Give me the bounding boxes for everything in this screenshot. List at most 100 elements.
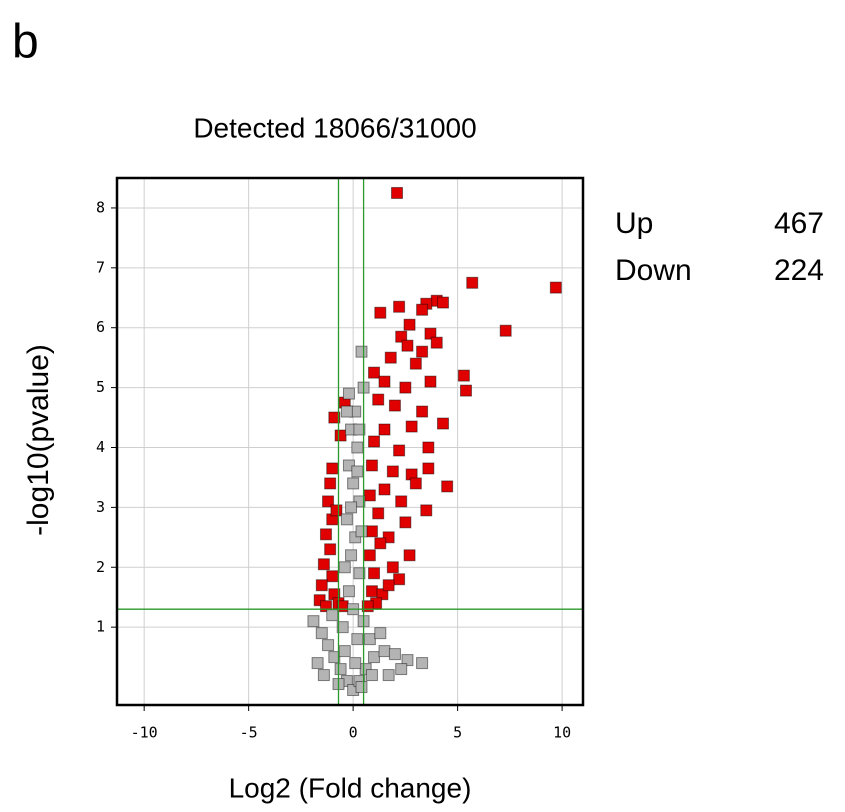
data-point [382,579,395,592]
data-point [319,600,332,613]
x-tick-label: 10 [553,724,571,742]
data-point [328,411,341,424]
data-point [378,423,391,436]
data-point [499,324,512,337]
data-point [549,281,562,294]
y-tick-label: 8 [96,198,105,216]
data-point [401,339,414,352]
chart-title: Detected 18066/31000 [193,112,476,143]
data-point [416,303,429,316]
data-point [326,462,339,475]
plot-frame [115,176,585,707]
data-point [334,663,347,676]
data-point [342,585,355,598]
data-point [340,405,353,418]
data-point [351,441,364,454]
data-point [386,561,399,574]
data-point [403,549,416,562]
data-point [338,645,351,658]
x-tick-label: -10 [131,724,158,742]
data-point [388,399,401,412]
data-point [351,633,364,646]
data-point [391,186,404,199]
count-value: 224 [774,254,824,287]
data-point [409,357,422,370]
data-point [365,669,378,682]
data-point [355,345,368,358]
data-point [459,384,472,397]
data-point [365,459,378,472]
data-point [430,336,443,349]
data-point [403,318,416,331]
data-point [436,296,449,309]
data-point [324,477,337,490]
data-point [409,477,422,490]
data-point [376,588,389,601]
data-point [347,477,360,490]
data-point [395,663,408,676]
data-point [368,567,381,580]
data-point [353,423,366,436]
y-tick-label: 2 [96,558,105,576]
y-tick-label: 6 [96,318,105,336]
data-point [422,462,435,475]
y-tick-label: 7 [96,258,105,276]
panel-label: b [12,16,39,69]
data-point [322,639,335,652]
data-point [401,654,414,667]
data-point [355,525,368,538]
data-point [393,573,406,586]
data-point [393,444,406,457]
data-point [311,657,324,670]
y-tick-label: 3 [96,498,105,516]
data-point [342,387,355,400]
data-point [336,621,349,634]
data-point [374,537,387,550]
data-point [374,627,387,640]
data-point [395,330,408,343]
x-axis-label: Log2 (Fold change) [229,772,472,803]
data-point [363,549,376,562]
data-point [365,585,378,598]
data-point [317,558,330,571]
data-point [395,495,408,508]
data-point [384,351,397,364]
data-point [322,495,335,508]
data-point [307,615,320,628]
data-point [353,495,366,508]
data-point [386,465,399,478]
data-point [317,669,330,682]
data-point [416,657,429,670]
data-point [353,567,366,580]
data-point [378,375,391,388]
data-point [436,417,449,430]
data-point [334,429,347,442]
data-point [363,489,376,502]
x-tick-label: -5 [240,724,258,742]
data-point [351,465,364,478]
data-point [378,645,391,658]
data-point [393,300,406,313]
data-point [457,369,470,382]
data-point [330,504,343,517]
data-point [319,528,332,541]
data-point [405,420,418,433]
data-point [382,531,395,544]
data-point [441,480,454,493]
data-point [345,501,358,514]
y-tick-label: 5 [96,378,105,396]
data-point [378,483,391,496]
data-point [328,651,341,664]
data-point [361,600,374,613]
data-point [399,516,412,529]
data-point [368,435,381,448]
data-point [359,663,372,676]
count-label: Down [615,254,692,287]
data-point [349,657,362,670]
data-point [313,594,326,607]
data-point [420,504,433,517]
data-point [315,579,328,592]
data-point [372,507,385,520]
data-point [399,381,412,394]
